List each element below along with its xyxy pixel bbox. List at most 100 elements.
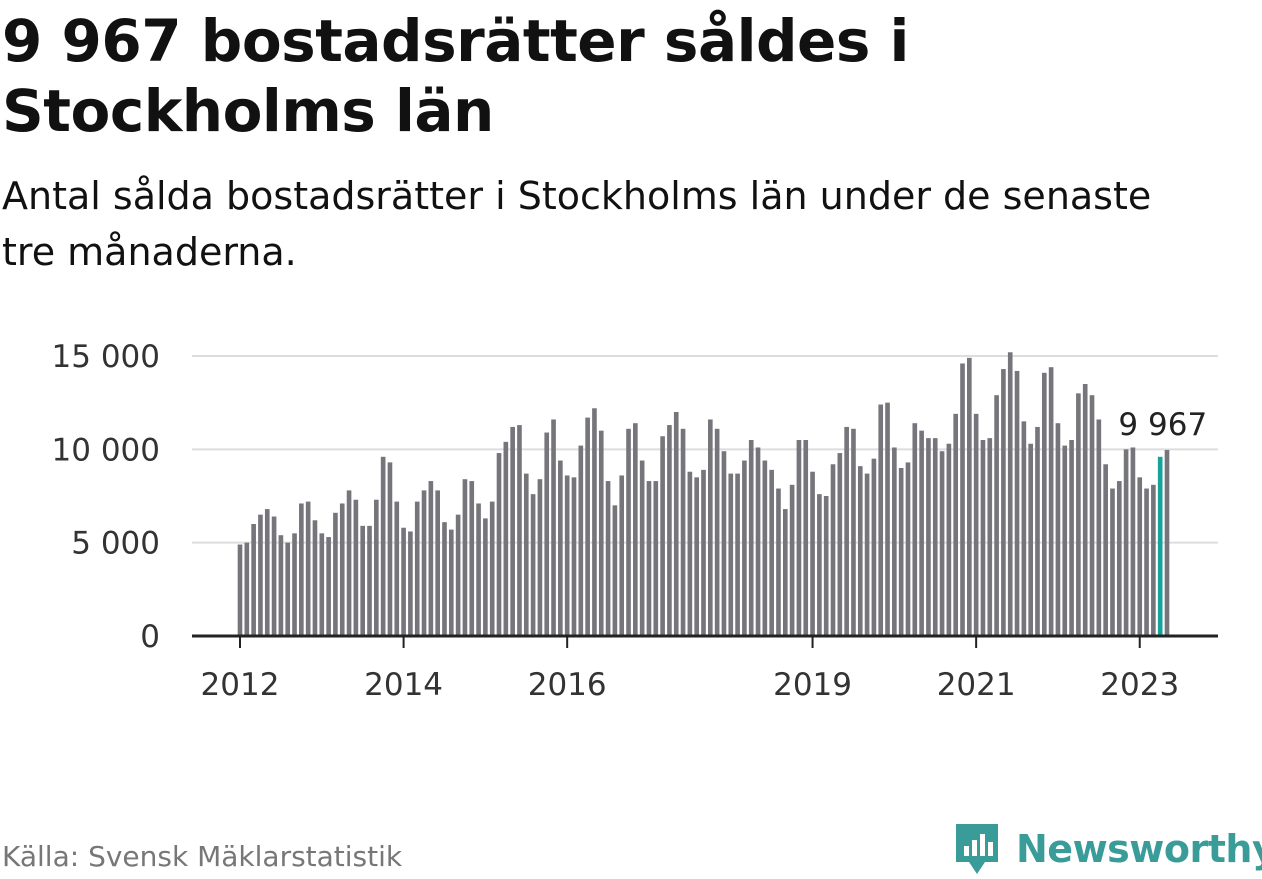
bar <box>551 419 556 636</box>
y-tick-label: 5 000 <box>71 526 160 562</box>
bar <box>633 423 638 636</box>
bar <box>864 473 870 636</box>
bar <box>1110 488 1115 636</box>
bar <box>789 484 795 636</box>
bar <box>939 451 945 636</box>
bar <box>476 503 481 636</box>
bar <box>707 419 713 636</box>
bar <box>796 440 802 636</box>
bar <box>755 447 761 636</box>
bar <box>980 440 986 636</box>
bar <box>885 402 890 636</box>
bar <box>762 460 768 636</box>
bar <box>769 469 774 636</box>
bar <box>1062 445 1068 636</box>
bar <box>1048 367 1054 636</box>
bar <box>435 490 440 636</box>
x-tick-label: 2023 <box>1100 667 1179 703</box>
bar <box>776 488 781 636</box>
bar <box>714 428 720 636</box>
bar <box>905 462 911 636</box>
bar <box>919 430 924 636</box>
bar <box>851 428 856 636</box>
bar <box>871 458 877 636</box>
bar <box>626 428 631 636</box>
bar <box>442 522 447 636</box>
bar-chart: 0 5 000 10 000 15 000 2012 2014 2016 2019 2021 20… <box>52 339 1218 703</box>
bar <box>782 509 788 636</box>
bar <box>510 426 515 636</box>
bar <box>544 432 550 636</box>
bar <box>660 436 665 636</box>
bar <box>401 527 406 636</box>
bar <box>592 408 597 636</box>
bar <box>571 477 577 636</box>
bar <box>728 473 734 636</box>
bar <box>830 464 836 636</box>
bar <box>346 490 352 636</box>
x-axis <box>192 634 1218 648</box>
bar <box>339 503 345 636</box>
bar <box>585 417 590 636</box>
bar <box>598 430 604 636</box>
bar <box>285 542 291 636</box>
bar <box>810 471 815 636</box>
bar <box>489 501 495 636</box>
bar <box>237 544 243 636</box>
bar <box>898 468 904 636</box>
bar <box>735 473 740 636</box>
bar <box>721 451 727 636</box>
bar <box>878 404 884 636</box>
bar <box>469 481 475 636</box>
highlight-bar <box>1157 456 1163 636</box>
bar <box>612 505 618 636</box>
bar <box>360 525 366 636</box>
bar <box>605 481 611 636</box>
newsworthy-logo[interactable]: Newsworthy <box>952 820 1262 878</box>
bar <box>483 518 488 636</box>
bar <box>537 479 543 636</box>
bars <box>237 352 1170 636</box>
bar <box>1007 352 1013 636</box>
bar <box>455 514 461 636</box>
x-tick-label: 2014 <box>364 667 443 703</box>
bar <box>742 460 747 636</box>
bar <box>428 481 434 636</box>
chart-title: 9 967 bostadsrätter såldes i Stockholms … <box>2 7 909 145</box>
bar <box>503 441 509 636</box>
bar <box>387 462 393 636</box>
bar <box>1014 370 1020 636</box>
y-tick-label: 10 000 <box>52 432 160 468</box>
brand-name: Newsworthy <box>1016 827 1262 871</box>
bar <box>926 438 931 636</box>
bar <box>687 471 693 636</box>
bar <box>748 440 754 636</box>
bar <box>305 501 311 636</box>
bar <box>960 363 965 636</box>
bar <box>496 453 502 636</box>
bar <box>823 496 829 636</box>
bar <box>414 501 420 636</box>
bar <box>1076 393 1081 636</box>
bar <box>462 479 468 636</box>
bar <box>1055 423 1061 636</box>
chart-subtitle: Antal sålda bostadsrätter i Stockholms l… <box>2 174 1152 274</box>
bar <box>994 395 999 636</box>
bar <box>517 425 522 636</box>
bar <box>1082 384 1088 636</box>
bar <box>892 447 897 636</box>
bar <box>844 426 849 636</box>
bar <box>619 475 625 636</box>
y-tick-label: 15 000 <box>52 339 160 375</box>
bar <box>244 542 250 636</box>
bar <box>333 512 338 636</box>
bar <box>1035 426 1040 636</box>
bar <box>639 460 645 636</box>
bar <box>1069 440 1074 636</box>
bar <box>380 456 386 636</box>
bar <box>394 501 400 636</box>
bar <box>1164 449 1170 636</box>
bar <box>701 469 706 636</box>
axis-labels: 0 5 000 10 000 15 000 2012 2014 2016 2019 2021 20… <box>52 339 1208 703</box>
bar <box>673 412 679 636</box>
